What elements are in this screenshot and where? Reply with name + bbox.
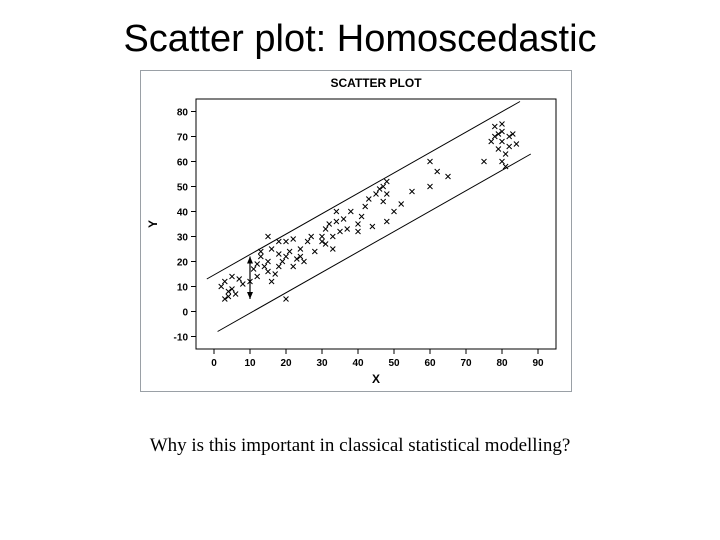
svg-text:20: 20 — [177, 258, 189, 269]
svg-text:0: 0 — [211, 358, 217, 369]
svg-text:50: 50 — [388, 358, 400, 369]
svg-text:X: X — [372, 372, 380, 386]
svg-text:-10: -10 — [174, 333, 189, 344]
slide-title: Scatter plot: Homoscedastic — [0, 18, 720, 61]
svg-text:20: 20 — [280, 358, 292, 369]
svg-text:80: 80 — [496, 358, 508, 369]
svg-text:30: 30 — [177, 233, 189, 244]
svg-text:90: 90 — [532, 358, 544, 369]
svg-text:SCATTER PLOT: SCATTER PLOT — [330, 76, 422, 90]
chart-svg: SCATTER PLOT 0 10 20 30 40 50 60 70 80 90 -10 0 10 20 3… — [141, 71, 571, 391]
svg-text:70: 70 — [460, 358, 472, 369]
svg-text:50: 50 — [177, 183, 189, 194]
svg-text:10: 10 — [177, 283, 189, 294]
svg-text:70: 70 — [177, 133, 189, 144]
svg-text:10: 10 — [244, 358, 256, 369]
svg-text:30: 30 — [316, 358, 328, 369]
slide-footnote: Why is this important in classical stati… — [0, 435, 720, 457]
scatter-chart: SCATTER PLOT 0 10 20 30 40 50 60 70 80 90 -10 0 10 20 3… — [140, 70, 572, 392]
svg-text:40: 40 — [177, 208, 189, 219]
svg-text:Y: Y — [146, 220, 160, 228]
svg-text:60: 60 — [177, 158, 189, 169]
svg-text:80: 80 — [177, 108, 189, 119]
svg-text:0: 0 — [182, 308, 188, 319]
svg-text:40: 40 — [352, 358, 364, 369]
svg-text:60: 60 — [424, 358, 436, 369]
